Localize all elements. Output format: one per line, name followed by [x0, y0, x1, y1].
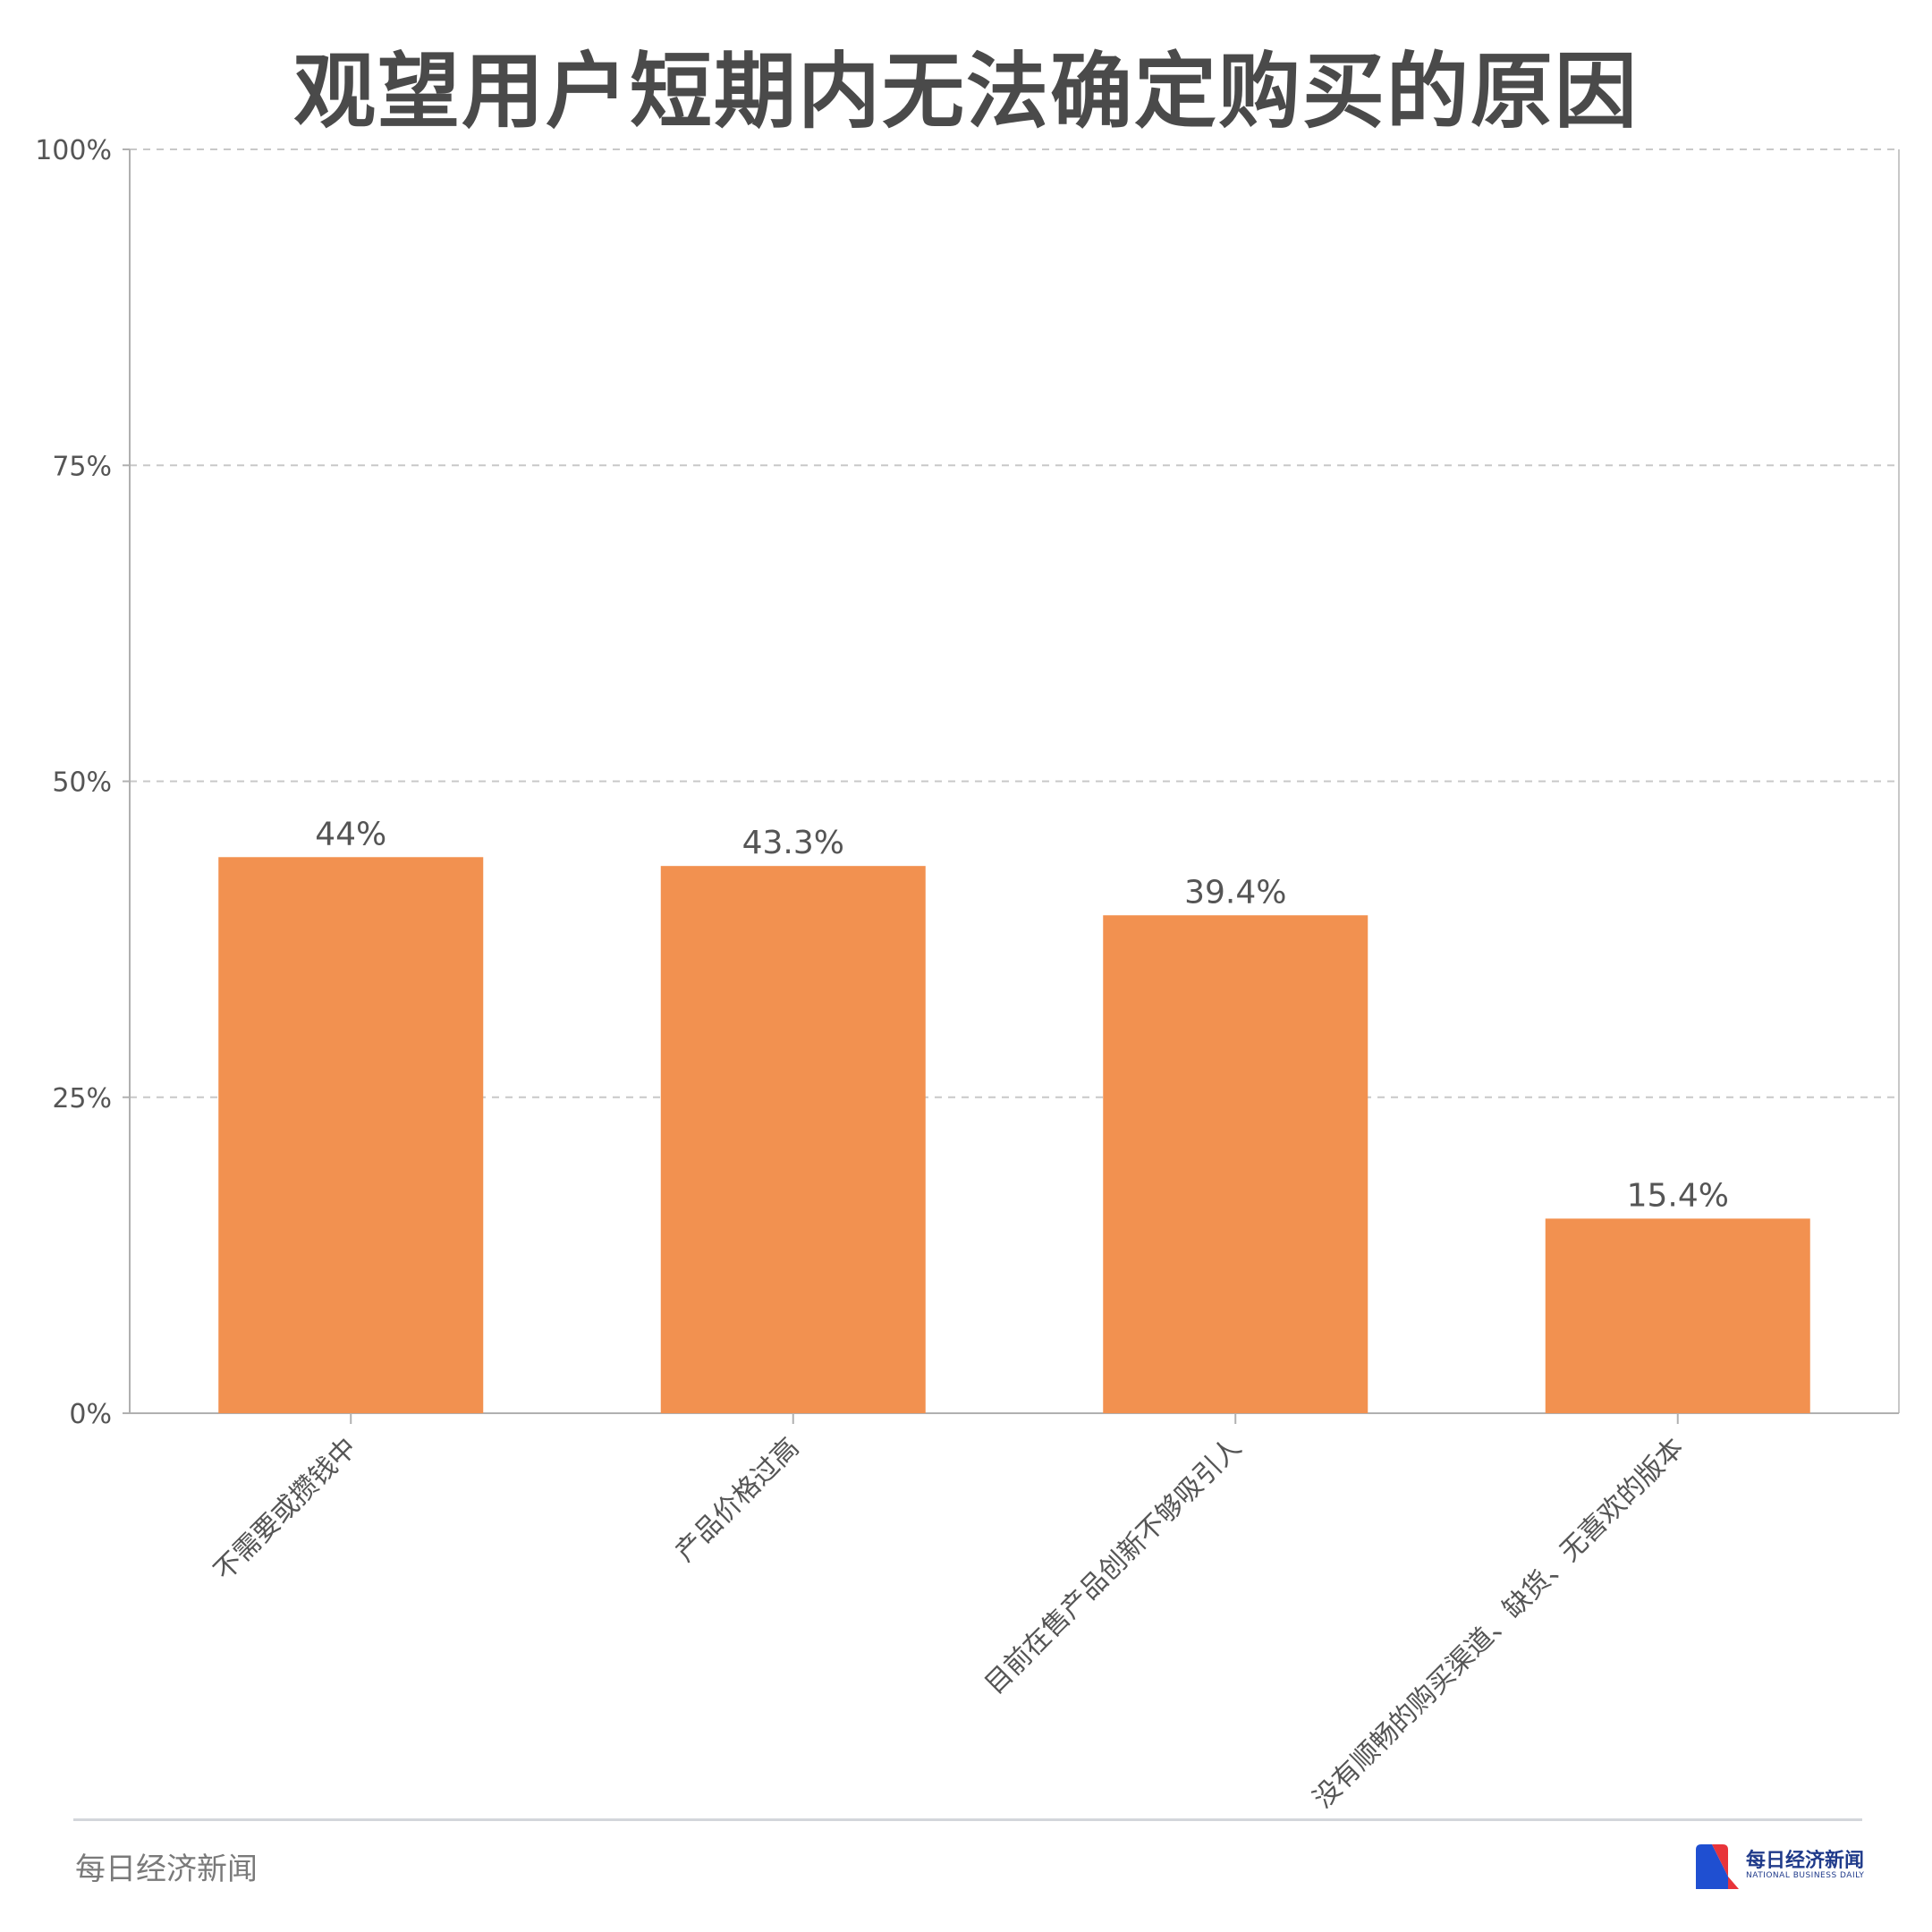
x-category-label: 产品价格过高 — [669, 1432, 805, 1568]
x-category-label: 没有顺畅的购买渠道、缺货、无喜欢的版本 — [1308, 1432, 1690, 1815]
footer-source: 每日经济新闻 — [75, 1852, 258, 1887]
bar — [1103, 915, 1368, 1413]
bar-value-label: 44% — [315, 816, 386, 852]
bar-value-label: 43.3% — [742, 825, 844, 861]
x-category-label: 不需要或攒钱中 — [208, 1432, 363, 1587]
bar — [660, 866, 926, 1413]
bars — [218, 857, 1810, 1413]
y-tick-label: 25% — [52, 1083, 112, 1114]
bar — [218, 857, 484, 1413]
y-tick-label: 50% — [52, 767, 112, 799]
bar-value-label: 39.4% — [1184, 874, 1286, 911]
footer-divider — [73, 1818, 1862, 1821]
logo-text-en: NATIONAL BUSINESS DAILY — [1746, 1871, 1865, 1880]
y-tick-label: 100% — [35, 135, 112, 166]
bar-value-label: 15.4% — [1627, 1177, 1729, 1214]
nbd-logo-mark-icon — [1696, 1844, 1739, 1889]
y-tick-label: 0% — [69, 1399, 112, 1430]
nbd-logo: 每日经济新闻 NATIONAL BUSINESS DAILY — [1692, 1841, 1865, 1893]
logo-text-cn: 每日经济新闻 — [1746, 1850, 1865, 1872]
y-tick-label: 75% — [52, 451, 112, 482]
x-category-label: 目前在售产品创新不够吸引人 — [979, 1432, 1248, 1701]
bar — [1545, 1218, 1810, 1413]
chart-title: 观望用户短期内无法确定购买的原因 — [292, 44, 1639, 140]
